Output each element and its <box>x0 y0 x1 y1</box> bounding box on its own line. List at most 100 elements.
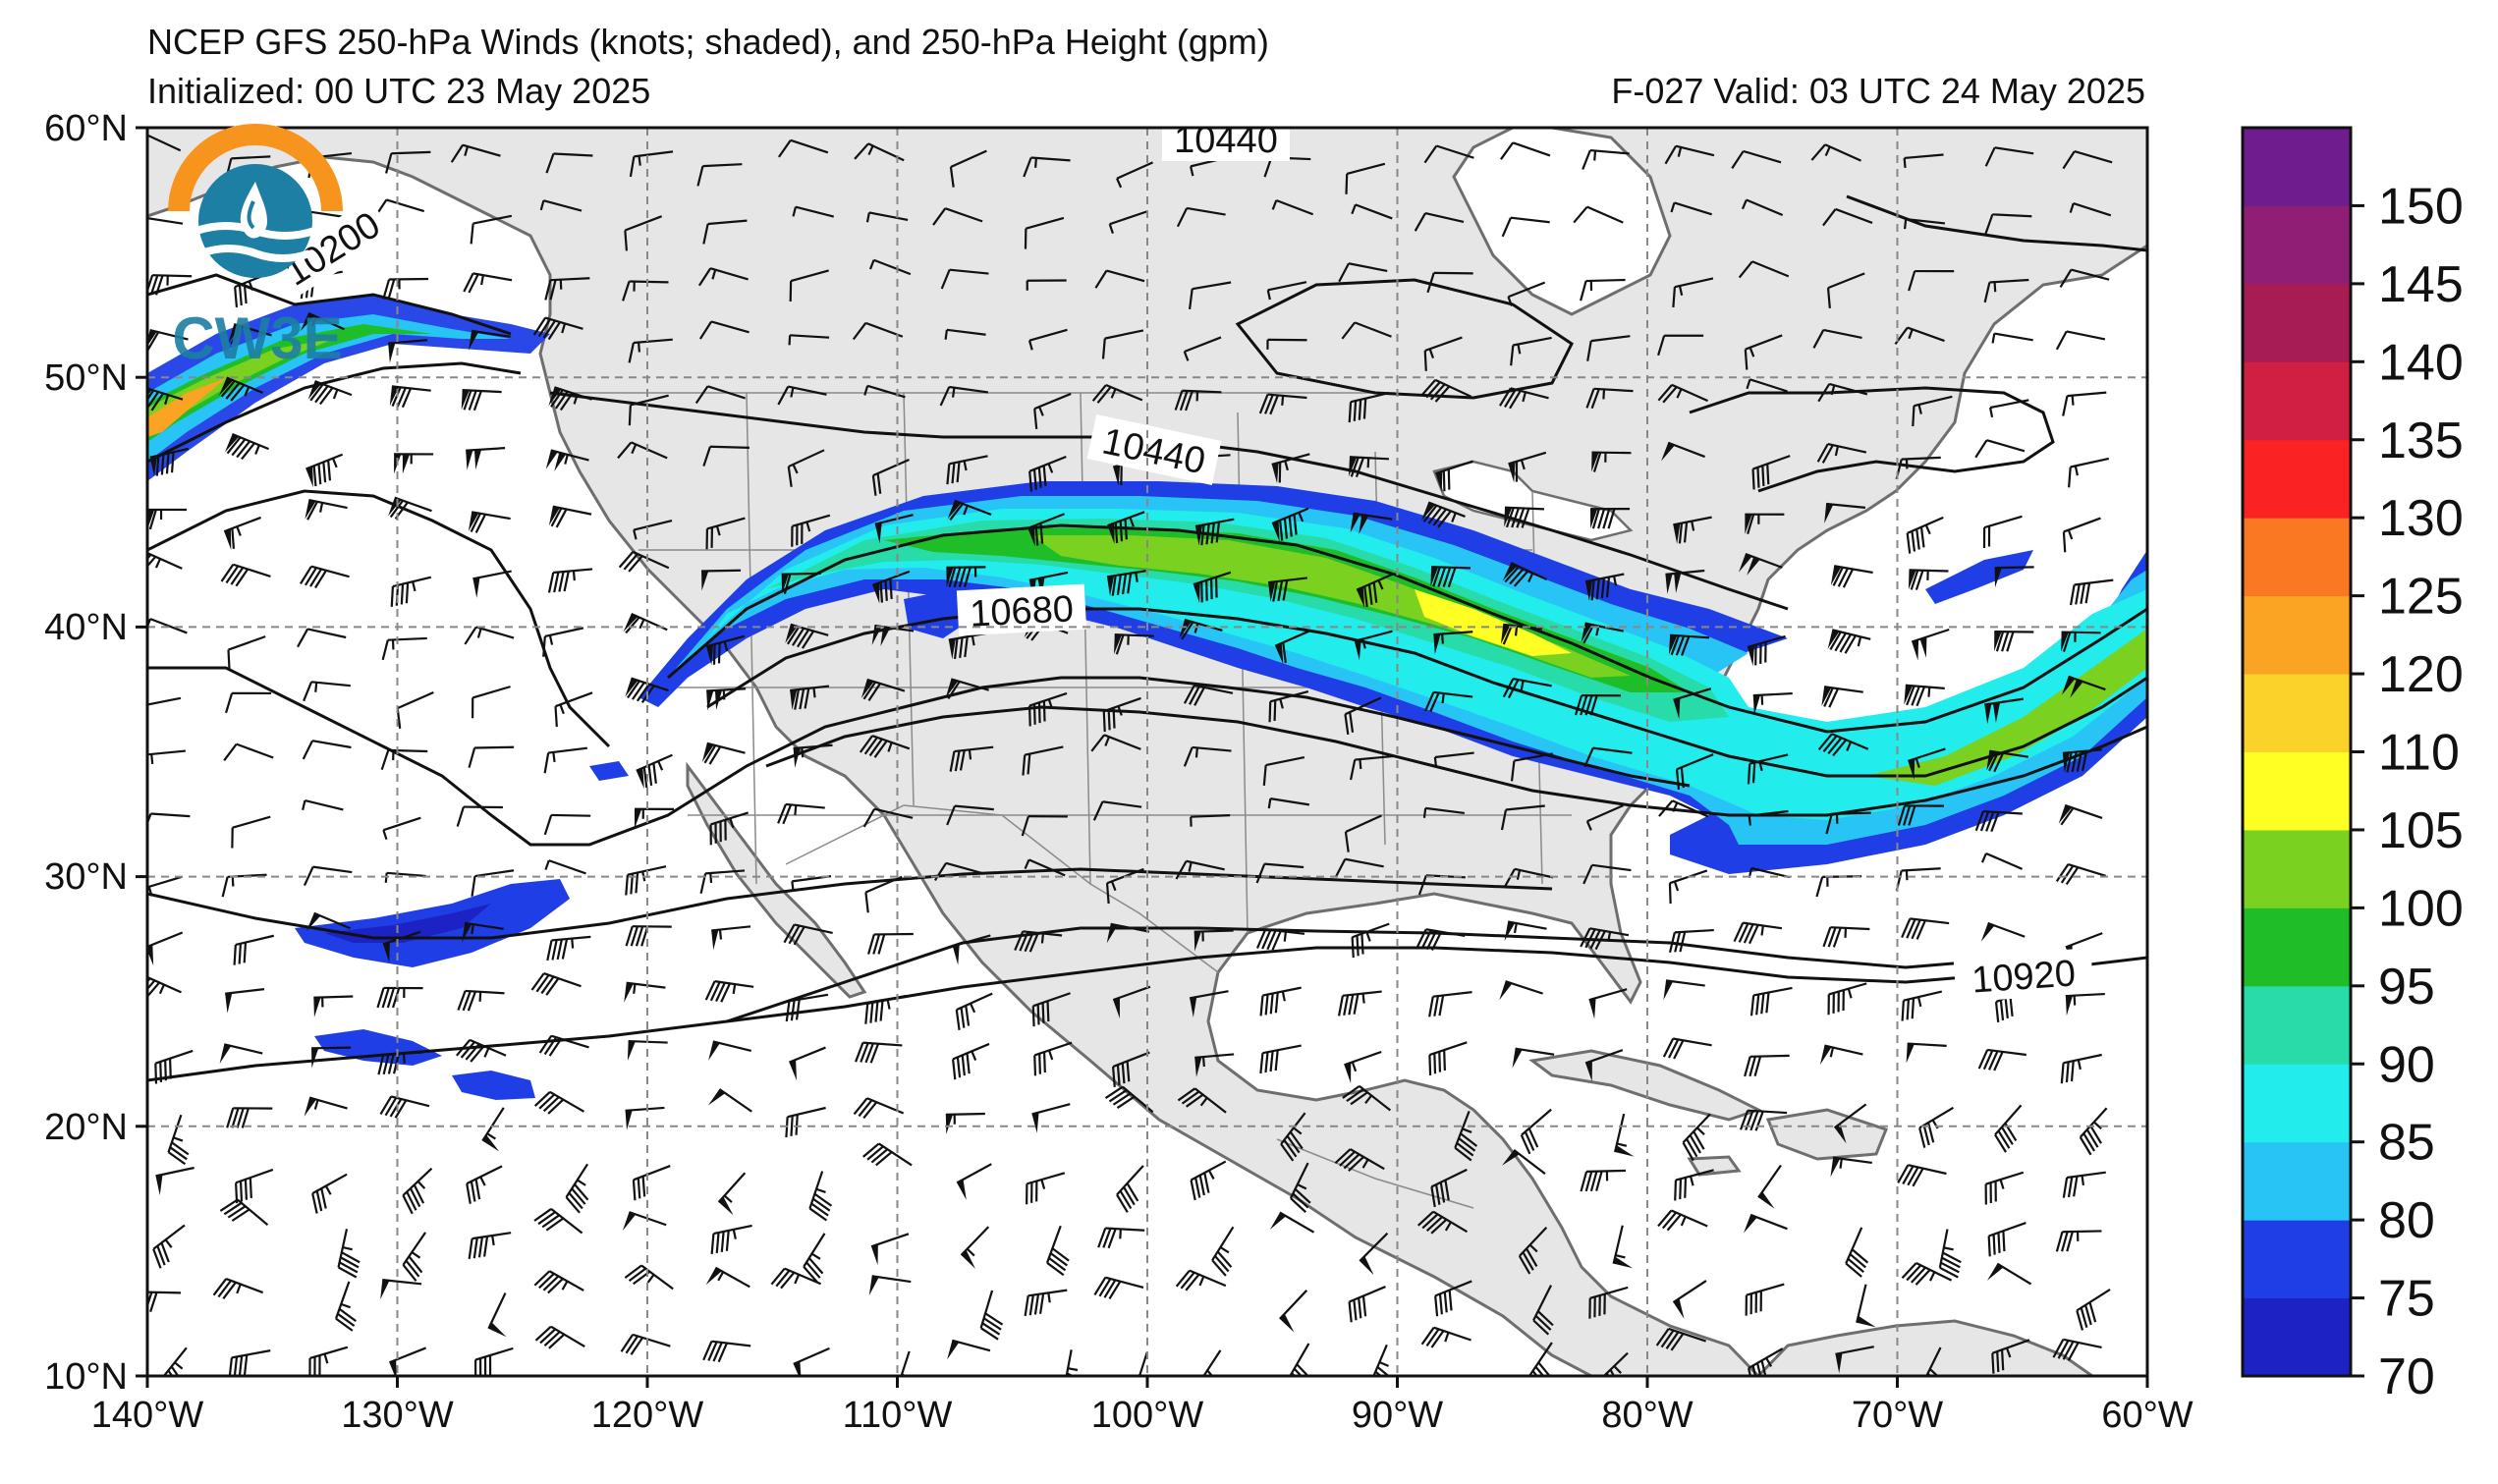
wind-barb <box>388 339 428 363</box>
wind-barb <box>1582 148 1630 170</box>
wind-barb <box>1266 338 1307 350</box>
colorbar-segment <box>2243 985 2351 1065</box>
wind-barb <box>1751 455 1791 490</box>
wind-barb <box>1901 990 1943 1021</box>
lon-tick-label: 80°W <box>1601 1395 1693 1436</box>
wind-barb <box>708 1088 752 1113</box>
wind-barb <box>1826 272 1865 308</box>
wind-barb <box>233 934 275 965</box>
wind-barb <box>1430 566 1471 588</box>
wind-barb <box>2076 1288 2111 1331</box>
wind-barb <box>456 1038 507 1063</box>
wind-barb <box>1744 334 1783 370</box>
wind-barb <box>618 550 670 573</box>
wind-barb <box>1258 393 1307 415</box>
wind-barb <box>450 143 501 163</box>
wind-barb <box>949 745 994 772</box>
wind-barb <box>1741 198 1784 217</box>
wind-barb <box>1268 577 1308 602</box>
wind-barb <box>1663 979 1705 1001</box>
wind-barb <box>1911 628 1950 661</box>
wind-barb <box>696 163 743 187</box>
wind-barb <box>625 677 669 703</box>
wind-barb <box>1904 684 1945 707</box>
wind-barb <box>303 681 351 702</box>
wind-barb <box>147 329 189 351</box>
wind-barb <box>636 753 673 790</box>
colorbar-segment <box>2243 361 2351 441</box>
wind-barb <box>1138 1351 1148 1376</box>
wind-barb <box>789 269 829 302</box>
lon-tick-label: 100°W <box>1091 1395 1204 1436</box>
wind-barb <box>1731 149 1782 170</box>
wind-barb <box>2062 1171 2106 1198</box>
wind-barb <box>473 1347 514 1376</box>
lat-tick-label: 10°N <box>44 1356 128 1398</box>
wind-barb <box>1983 278 2029 303</box>
wind-barb <box>225 691 272 714</box>
wind-barb <box>219 1043 263 1064</box>
wind-barb <box>874 514 914 544</box>
wind-barb <box>1980 852 2024 870</box>
wind-barb <box>565 1163 589 1214</box>
land-jamaica <box>1687 1155 1742 1177</box>
wind-barb <box>1901 917 1950 940</box>
wind-barb <box>1194 518 1235 546</box>
jet-conus-110 <box>1415 589 1572 656</box>
wind-barb <box>1906 516 1944 554</box>
wind-barb <box>1585 387 1634 410</box>
wind-barb <box>1359 1232 1389 1276</box>
wind-barb <box>463 272 513 294</box>
wind-barb <box>1655 1327 1706 1351</box>
wind-barb <box>855 1041 903 1064</box>
wind-barb <box>1106 922 1150 944</box>
wind-barb <box>617 441 668 460</box>
lat-tick-label: 50°N <box>44 357 128 399</box>
wind-barb <box>1350 512 1393 534</box>
wind-barb <box>1189 990 1229 1018</box>
wind-barb <box>305 453 344 488</box>
wind-barb <box>224 432 269 461</box>
wind-barb <box>1906 1042 1947 1064</box>
wind-barb <box>1024 216 1065 249</box>
contour-pac-2 <box>147 489 611 748</box>
wind-barb <box>167 1114 190 1166</box>
colorbar-segment <box>2243 518 2351 597</box>
jet-conus-105 <box>1031 535 1631 678</box>
wind-barb <box>1986 1262 2032 1286</box>
wind-barb <box>1502 678 1552 699</box>
wind-barb <box>147 508 188 530</box>
wind-barb <box>384 871 426 883</box>
wind-barb <box>1108 210 1147 235</box>
colorbar-tick-label: 85 <box>2378 1115 2435 1172</box>
colorbar-segment <box>2243 829 2351 908</box>
wind-barb <box>402 1167 433 1215</box>
initialized-time: Initialized: 00 UTC 23 May 2025 <box>147 71 650 111</box>
wind-barb <box>1428 991 1472 1017</box>
wind-barb <box>1672 277 1714 308</box>
wind-barb <box>1749 986 1793 1017</box>
colorbar-segment <box>2243 1297 2351 1377</box>
contour-10920 <box>147 946 2147 1082</box>
wind-barb <box>1508 451 1547 483</box>
wind-barb <box>533 1208 583 1235</box>
wind-barb <box>377 1051 423 1075</box>
wind-barb <box>1507 281 1546 306</box>
wind-barb <box>303 865 353 887</box>
wind-barb <box>472 686 511 719</box>
wind-barb <box>1090 734 1141 752</box>
wind-barb <box>2055 1230 2102 1252</box>
colorbar-segment <box>2243 439 2351 519</box>
wind-barb <box>1822 926 1870 948</box>
wind-barb <box>212 1278 264 1299</box>
wind-barb <box>1984 697 2025 725</box>
wind-barb <box>533 1270 584 1294</box>
wind-barb <box>1434 1280 1472 1317</box>
wind-barb <box>220 563 271 587</box>
wind-barb <box>1175 859 1225 880</box>
wind-barb <box>1348 456 1389 477</box>
wind-barb <box>1657 334 1704 357</box>
wind-barb <box>770 1267 822 1290</box>
wind-barb <box>1420 501 1466 528</box>
wind-barb <box>1356 573 1394 608</box>
